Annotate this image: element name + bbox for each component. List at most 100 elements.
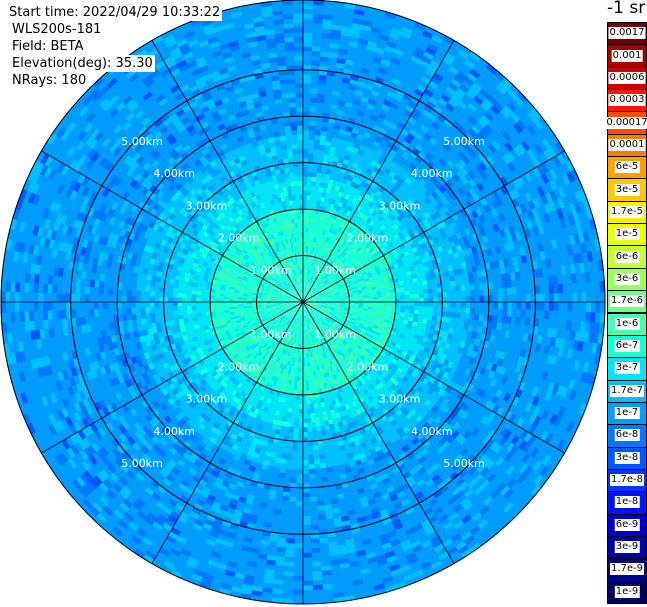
ppi-cell [313, 256, 316, 262]
ppi-cell [287, 277, 291, 283]
ppi-cell [293, 275, 296, 281]
ppi-cell [292, 260, 296, 266]
ppi-cell [258, 284, 265, 288]
ppi-cell [268, 285, 274, 289]
ppi-cell [285, 314, 291, 320]
ppi-cell [303, 250, 305, 256]
ppi-cell [294, 309, 298, 314]
ppi-cell [341, 326, 347, 331]
ppi-cell [284, 319, 289, 324]
ppi-cell [311, 304, 317, 307]
ppi-cell [329, 308, 335, 312]
ppi-cell [307, 274, 310, 280]
ppi-cell [271, 320, 277, 325]
ppi-cell [191, 297, 197, 302]
ppi-cell [298, 310, 301, 316]
ppi-cell [304, 320, 307, 326]
ppi-cell [322, 278, 327, 283]
ppi-cell [334, 307, 341, 310]
ppi-cell [256, 298, 262, 301]
ppi-cell [181, 305, 188, 311]
ppi-cell [271, 309, 277, 313]
ppi-cell [288, 302, 294, 304]
ppi-cell [324, 325, 330, 330]
ppi-cell [321, 328, 326, 334]
ppi-cell [260, 304, 266, 307]
ppi-cell [327, 328, 333, 334]
ppi-cell [304, 292, 307, 298]
ppi-cell [274, 269, 280, 275]
ppi-cell [313, 311, 318, 316]
ppi-cell [280, 333, 285, 339]
ppi-cell [323, 288, 329, 292]
ppi-cell [341, 282, 347, 287]
ppi-cell [307, 264, 310, 270]
ppi-cell [325, 330, 331, 336]
ppi-cell [331, 324, 337, 330]
ppi-cell [325, 268, 331, 274]
ppi-cell [320, 276, 325, 281]
ppi-cell [334, 308, 340, 312]
ppi-cell [292, 291, 297, 296]
ppi-cell [293, 303, 299, 305]
ppi-cell [287, 262, 291, 268]
ppi-cell [276, 309, 282, 312]
ppi-cell [427, 310, 434, 316]
ppi-cell [304, 292, 307, 298]
ppi-cell [291, 307, 296, 311]
ppi-cell [265, 305, 271, 308]
ppi-cell [308, 375, 312, 382]
ppi-cell [300, 264, 302, 270]
ppi-cell [303, 176, 308, 182]
ppi-cell [264, 318, 271, 322]
ppi-cell [296, 204, 300, 210]
ppi-cell [316, 303, 322, 306]
ppi-cell [295, 399, 300, 405]
ppi-cell [296, 294, 300, 299]
ppi-cell [303, 297, 305, 302]
ppi-cell [275, 306, 281, 309]
ppi-cell [272, 287, 278, 291]
ppi-cell [321, 303, 327, 306]
ppi-cell [281, 309, 287, 313]
ppi-cell [319, 324, 324, 329]
ppi-cell [274, 297, 281, 299]
ppi-cell [276, 318, 281, 323]
ppi-cell [299, 292, 302, 298]
ppi-cell [285, 257, 289, 264]
ppi-cell [323, 311, 329, 315]
ppi-cell [293, 319, 296, 324]
ppi-cell [290, 295, 295, 298]
ppi-cell [283, 329, 287, 335]
ppi-cell [312, 317, 317, 323]
ppi-cell [326, 304, 332, 306]
ppi-cell [316, 304, 322, 306]
ppi-cell [292, 199, 297, 205]
ppi-cell [322, 314, 328, 318]
ppi-cell [292, 308, 297, 313]
ppi-cell [283, 258, 288, 264]
ppi-cell [297, 259, 300, 266]
ppi-cell [303, 287, 305, 293]
ppi-cell [337, 267, 343, 273]
ppi-cell [267, 277, 273, 282]
ppi-cell [295, 296, 300, 300]
ppi-cell [334, 309, 340, 313]
ppi-cell [270, 305, 276, 308]
ppi-cell [277, 273, 283, 278]
ppi-cell [260, 299, 266, 301]
ppi-cell [285, 330, 289, 336]
ppi-cell [280, 315, 285, 320]
ppi-cell [342, 274, 348, 279]
ppi-cell [346, 316, 353, 320]
ppi-cell [290, 306, 295, 309]
ppi-cell [296, 315, 299, 321]
ppi-cell [337, 313, 344, 317]
ppi-cell [267, 312, 273, 315]
ppi-cell [286, 278, 290, 284]
ppi-cell [308, 284, 312, 290]
ppi-cell [280, 293, 286, 297]
ppi-cell [291, 308, 297, 312]
ppi-cell [295, 295, 300, 299]
ppi-cell [330, 282, 336, 286]
